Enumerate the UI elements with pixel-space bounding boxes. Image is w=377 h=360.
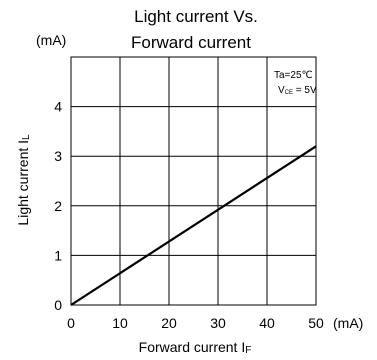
condition-voltage-main: V <box>278 85 285 96</box>
y-axis-unit: (mA) <box>36 32 66 48</box>
y-tick-label: 2 <box>54 198 62 214</box>
condition-temperature: Ta=25℃ <box>274 70 313 81</box>
chart-title-line-1: Light current Vs. <box>134 7 258 26</box>
x-tick-label: 50 <box>308 315 324 331</box>
condition-temperature-text: Ta=25℃ <box>274 70 313 81</box>
condition-voltage: VCE = 5V <box>278 85 317 96</box>
y-axis-label-sub: L <box>21 134 32 140</box>
grid-lines <box>70 56 317 306</box>
x-axis-label-sub: F <box>245 345 251 356</box>
tick-labels: 0 10 20 30 40 50 0 1 2 3 4 <box>54 99 324 331</box>
y-tick-label: 4 <box>54 99 62 115</box>
plot-frame <box>70 56 317 306</box>
x-tick-label: 0 <box>67 315 75 331</box>
condition-voltage-sub: CE <box>285 90 293 96</box>
x-tick-label: 10 <box>112 315 128 331</box>
y-tick-label: 1 <box>54 247 62 263</box>
y-axis-label-main: Light current I <box>15 140 31 226</box>
y-tick-label: 0 <box>54 297 62 313</box>
x-tick-label: 40 <box>259 315 275 331</box>
condition-voltage-rest: = 5V <box>293 85 317 96</box>
x-axis-label-main: Forward current I <box>139 339 246 355</box>
y-tick-label: 3 <box>54 148 62 164</box>
chart-title-line-2: Forward current <box>131 33 251 52</box>
x-axis-unit: (mA) <box>333 315 363 331</box>
series-line <box>70 145 317 306</box>
x-axis-label: Forward current IF <box>139 339 252 356</box>
y-axis-label: Light current IL <box>15 134 32 226</box>
x-tick-label: 20 <box>161 315 177 331</box>
series-lines <box>70 145 317 306</box>
x-tick-label: 30 <box>210 315 226 331</box>
